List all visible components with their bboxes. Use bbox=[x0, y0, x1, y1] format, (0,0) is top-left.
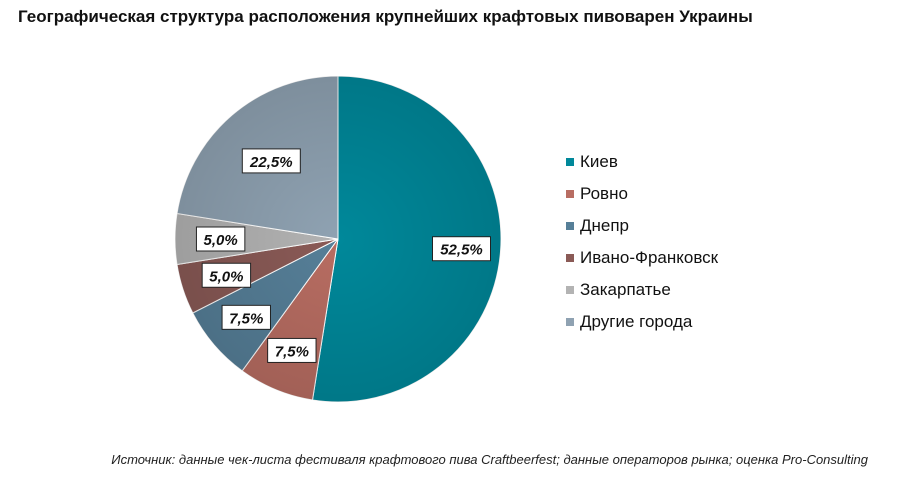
legend-label: Закарпатье bbox=[580, 280, 671, 299]
legend-item-2: Днепр bbox=[566, 210, 718, 242]
data-label-3: 5,0% bbox=[201, 262, 252, 288]
legend: Киев Ровно Днепр Ивано-Франковск Закарпатье Д… bbox=[566, 146, 718, 338]
data-label-box bbox=[267, 337, 317, 363]
legend-swatch bbox=[566, 318, 574, 326]
legend-swatch bbox=[566, 254, 574, 262]
data-label-box bbox=[241, 148, 301, 174]
legend-item-5: Другие города bbox=[566, 306, 718, 338]
legend-item-1: Ровно bbox=[566, 178, 718, 210]
legend-label: Киев bbox=[580, 152, 618, 171]
legend-swatch bbox=[566, 222, 574, 230]
data-label-1: 7,5% bbox=[267, 337, 317, 363]
data-label-box bbox=[201, 262, 252, 288]
data-label-5: 22,5% bbox=[241, 148, 301, 174]
legend-item-0: Киев bbox=[566, 146, 718, 178]
legend-label: Другие города bbox=[580, 312, 693, 331]
legend-item-3: Ивано-Франковск bbox=[566, 242, 718, 274]
data-label-0: 52,5% bbox=[431, 236, 491, 262]
data-label-text: 22,5% bbox=[249, 154, 293, 171]
data-label-4: 5,0% bbox=[195, 226, 246, 252]
data-label-text: 7,5% bbox=[229, 310, 263, 327]
legend-label: Ровно bbox=[580, 184, 628, 203]
legend-swatch bbox=[566, 190, 574, 198]
data-label-text: 5,0% bbox=[204, 232, 238, 249]
data-label-text: 7,5% bbox=[275, 343, 309, 360]
chart-title: Географическая структура расположения кр… bbox=[18, 7, 753, 26]
data-label-box bbox=[431, 236, 491, 262]
legend-swatch bbox=[566, 286, 574, 294]
legend-item-4: Закарпатье bbox=[566, 274, 718, 306]
legend-swatch bbox=[566, 158, 574, 166]
data-labels: 52,5% 7,5% 7,5% 5,0% 5,0% 22,5% bbox=[195, 148, 491, 363]
legend-label: Днепр bbox=[580, 216, 630, 235]
legend-label: Ивано-Франковск bbox=[580, 248, 719, 267]
source-note: Источник: данные чек-листа фестиваля кра… bbox=[111, 452, 868, 467]
data-label-text: 5,0% bbox=[209, 268, 243, 285]
data-label-text: 52,5% bbox=[440, 242, 483, 259]
data-label-box bbox=[195, 226, 246, 252]
data-label-box bbox=[221, 304, 271, 330]
data-label-2: 7,5% bbox=[221, 304, 271, 330]
